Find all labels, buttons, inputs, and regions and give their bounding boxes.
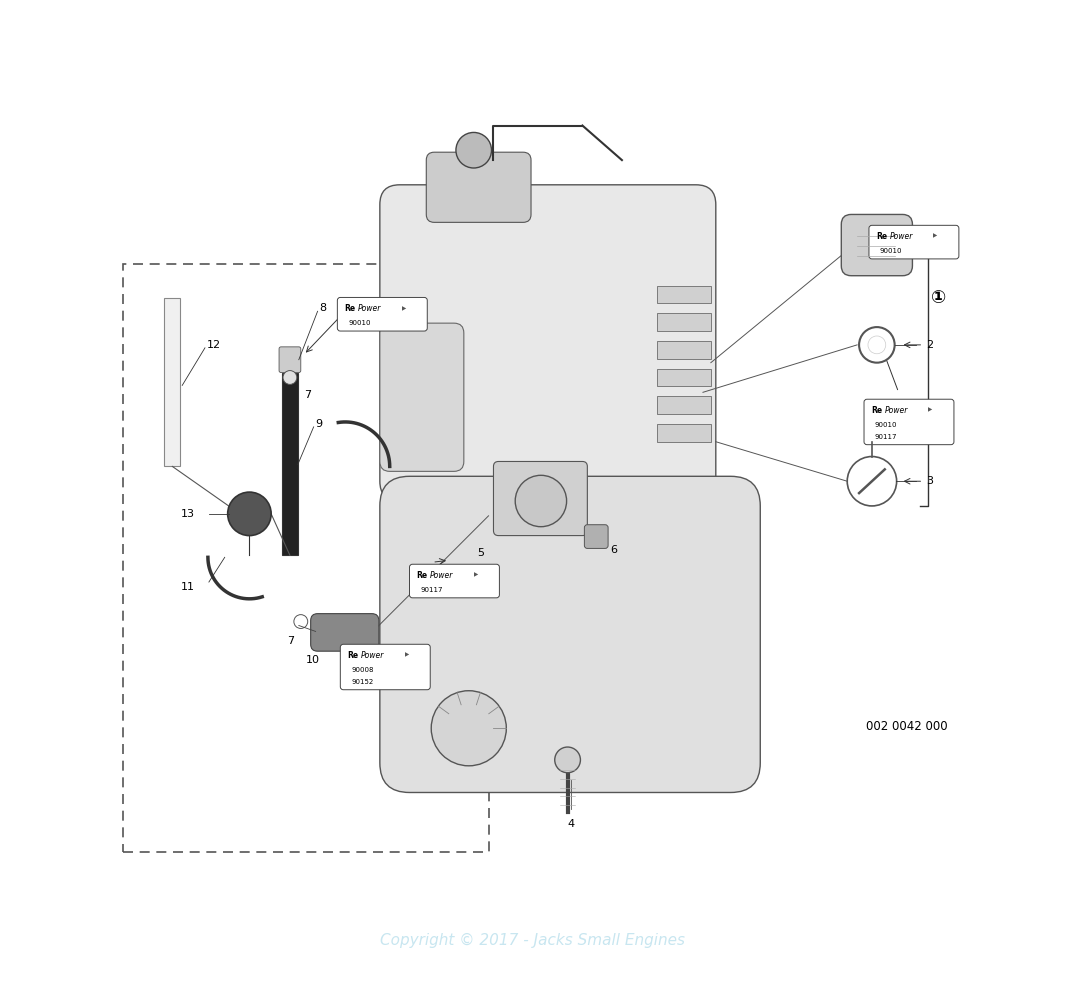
FancyBboxPatch shape	[869, 225, 959, 259]
Bar	[657, 341, 711, 359]
Bar	[657, 369, 711, 387]
FancyBboxPatch shape	[310, 613, 378, 651]
Bar	[123, 264, 488, 852]
FancyBboxPatch shape	[379, 476, 760, 793]
Text: 3: 3	[926, 476, 933, 486]
FancyBboxPatch shape	[279, 347, 301, 373]
FancyBboxPatch shape	[409, 564, 499, 598]
Text: Copyright © 2017 - Jacks Small Engines: Copyright © 2017 - Jacks Small Engines	[381, 933, 685, 948]
Text: 8: 8	[320, 304, 326, 314]
Text: ▶: ▶	[928, 408, 933, 413]
Text: SMALL ENGINES: SMALL ENGINES	[482, 532, 595, 545]
Circle shape	[282, 371, 296, 385]
Text: ▶: ▶	[404, 652, 408, 657]
Circle shape	[859, 327, 894, 363]
Text: 90010: 90010	[875, 422, 898, 428]
Text: 4: 4	[567, 820, 575, 830]
Text: Power: Power	[361, 650, 385, 659]
Text: 9: 9	[316, 419, 323, 429]
Text: 2: 2	[926, 340, 934, 350]
Text: 11: 11	[181, 582, 195, 592]
Circle shape	[847, 457, 897, 506]
Text: 90008: 90008	[351, 667, 374, 673]
Text: ▶: ▶	[402, 306, 406, 311]
Text: Re: Re	[417, 570, 427, 579]
FancyBboxPatch shape	[379, 323, 464, 471]
Text: Jacks: Jacks	[473, 489, 602, 532]
Bar	[164, 299, 180, 466]
Text: ▶: ▶	[933, 233, 937, 238]
Text: Power: Power	[890, 231, 914, 240]
Circle shape	[515, 475, 567, 527]
Text: 90010: 90010	[879, 248, 902, 255]
Text: Power: Power	[431, 570, 454, 579]
Bar	[657, 424, 711, 442]
Bar	[282, 373, 297, 555]
FancyBboxPatch shape	[494, 462, 587, 536]
FancyBboxPatch shape	[584, 525, 608, 548]
Text: 90152: 90152	[351, 678, 373, 684]
Text: Power: Power	[358, 304, 382, 313]
Text: 12: 12	[207, 340, 221, 350]
Text: Re: Re	[876, 231, 887, 240]
Text: ▶: ▶	[473, 572, 478, 577]
Bar	[657, 286, 711, 304]
Circle shape	[228, 492, 271, 536]
Text: Re: Re	[344, 304, 355, 313]
Text: 90117: 90117	[420, 587, 442, 593]
Circle shape	[868, 336, 886, 354]
Text: 10: 10	[306, 655, 320, 665]
Text: 5: 5	[478, 548, 484, 558]
Text: 7: 7	[288, 636, 294, 646]
Text: 6: 6	[610, 545, 617, 555]
Text: ①: ①	[931, 290, 946, 308]
FancyBboxPatch shape	[426, 152, 531, 222]
FancyBboxPatch shape	[337, 298, 427, 331]
Text: Re: Re	[871, 406, 882, 415]
Text: Re: Re	[348, 650, 358, 659]
Text: Power: Power	[885, 406, 908, 415]
Circle shape	[554, 747, 580, 773]
Text: 90010: 90010	[349, 321, 371, 326]
Text: 7: 7	[304, 390, 311, 400]
FancyBboxPatch shape	[379, 184, 715, 501]
Circle shape	[294, 614, 308, 628]
FancyBboxPatch shape	[865, 399, 954, 445]
FancyBboxPatch shape	[340, 644, 431, 689]
Circle shape	[432, 690, 506, 766]
Bar	[657, 396, 711, 414]
Text: °: °	[560, 499, 572, 523]
Bar	[657, 314, 711, 331]
Circle shape	[456, 132, 491, 168]
FancyBboxPatch shape	[841, 214, 912, 276]
Text: 13: 13	[181, 509, 195, 519]
Text: 90117: 90117	[875, 434, 898, 440]
Text: 002 0042 000: 002 0042 000	[866, 719, 948, 732]
